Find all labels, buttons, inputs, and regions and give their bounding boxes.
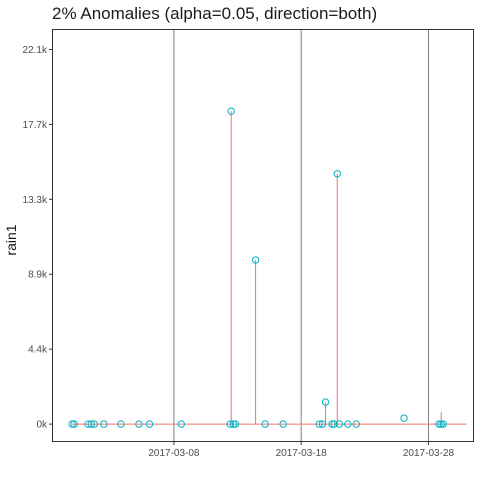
data-point-15 [261, 420, 269, 428]
data-point-7 [135, 420, 143, 428]
data-point-17 [315, 420, 323, 428]
data-point-28 [437, 420, 445, 428]
data-point-11 [227, 107, 235, 115]
data-point-8 [145, 420, 154, 428]
data-point-10 [226, 420, 234, 428]
data-point-12 [229, 420, 238, 428]
y-tick-label-3: 13.3k [23, 195, 48, 206]
panel-border [52, 29, 474, 442]
y-tick-label-2: 8.9k [28, 270, 48, 281]
data-point-25 [352, 420, 361, 428]
y-tick-label-5: 22.1k [23, 45, 48, 56]
y-tick-label-0: 0k [36, 420, 48, 431]
data-point-14 [251, 256, 260, 264]
data-point-18 [318, 420, 327, 428]
data-point-6 [117, 420, 125, 428]
y-axis: 0k 4.4k 8.9k 13.3k 17.7k 22.1k [23, 45, 53, 431]
data-point-24 [344, 420, 352, 428]
data-point-20 [328, 420, 336, 428]
y-tick-label-4: 17.7k [23, 120, 48, 131]
data-point-13 [231, 420, 240, 428]
anomaly-segments [230, 111, 442, 425]
data-point-9 [177, 420, 186, 428]
data-point-27 [435, 420, 443, 428]
x-axis: 2017-03-08 2017-03-18 2017-03-28 [148, 441, 454, 459]
data-point-29 [439, 420, 448, 428]
data-points [68, 107, 448, 428]
data-point-5 [100, 420, 108, 428]
data-point-1 [70, 420, 78, 428]
data-point-23 [335, 420, 344, 428]
data-point-26 [400, 414, 408, 422]
data-point-22 [333, 170, 341, 178]
vertical-lines [173, 30, 429, 441]
x-tick-label-2: 2017-03-28 [403, 448, 455, 459]
x-tick-label-0: 2017-03-08 [148, 448, 200, 459]
data-point-0 [68, 420, 76, 428]
data-point-19 [321, 398, 330, 406]
y-tick-label-1: 4.4k [28, 345, 48, 356]
data-point-21 [330, 420, 338, 428]
data-point-3 [87, 420, 95, 428]
chart-title: 2% Anomalies (alpha=0.05, direction=both… [52, 4, 378, 23]
data-point-16 [279, 420, 287, 428]
x-tick-label-1: 2017-03-18 [276, 448, 328, 459]
data-point-4 [90, 420, 99, 428]
